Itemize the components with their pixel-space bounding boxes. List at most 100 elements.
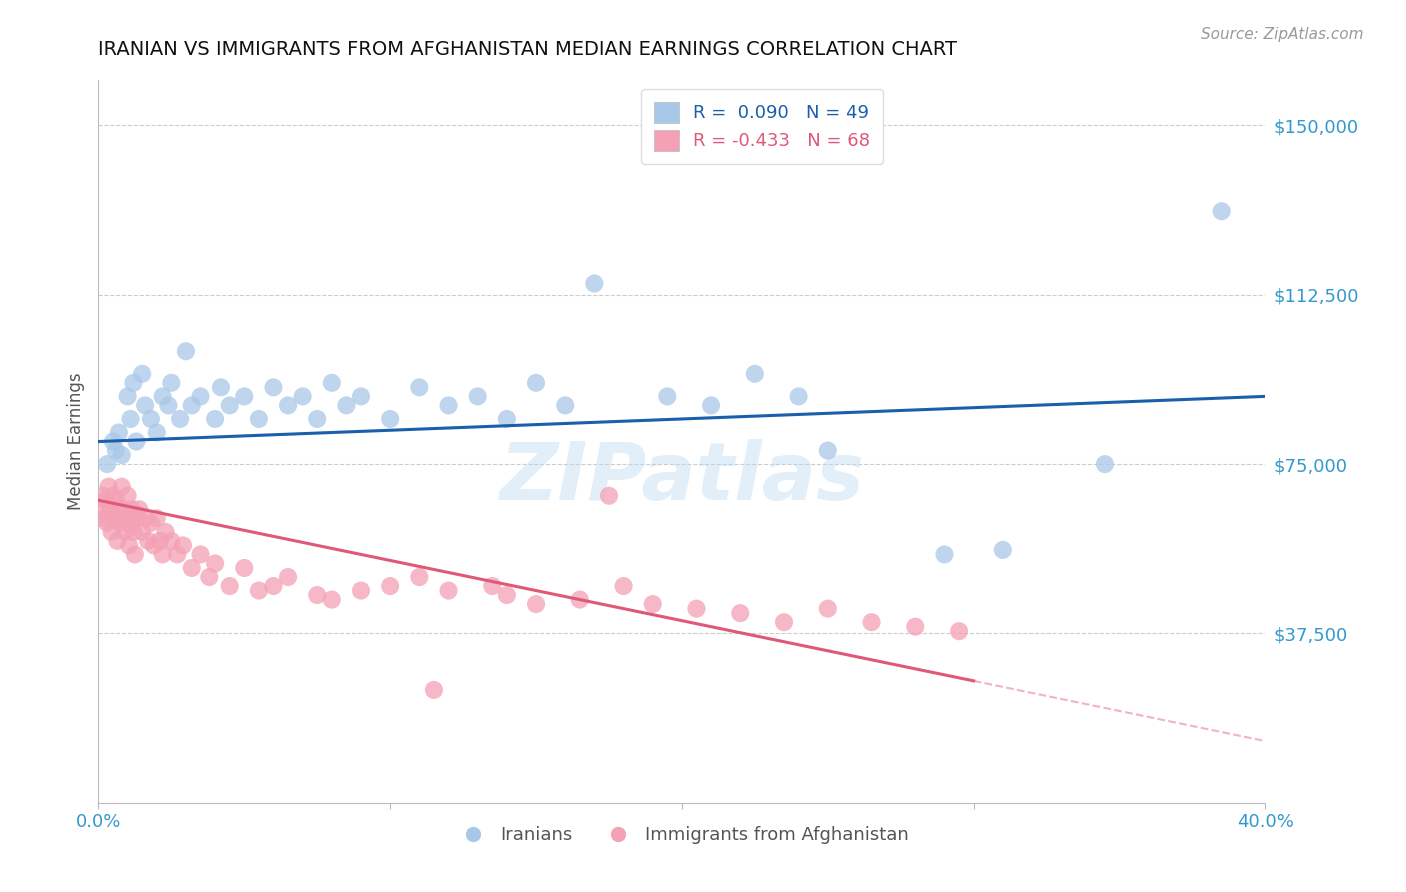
Point (613, 579, 636, 593)
Point (198, 570, 221, 584)
Point (263, 380, 285, 394)
Point (125, 511, 148, 525)
Point (120, 412, 142, 426)
Point (787, 389, 810, 403)
Point (263, 579, 285, 593)
Point (218, 398, 240, 412)
Point (139, 412, 162, 426)
Point (948, 624, 970, 639)
Point (112, 502, 135, 516)
Point (114, 524, 136, 539)
Point (350, 389, 373, 403)
Point (744, 367, 766, 381)
Point (307, 588, 329, 602)
Point (773, 615, 796, 630)
Point (155, 524, 177, 539)
Point (277, 570, 299, 584)
Point (307, 412, 329, 426)
Point (180, 398, 202, 412)
Point (122, 524, 145, 539)
Point (481, 579, 503, 593)
Point (174, 344, 197, 359)
Point (115, 511, 138, 525)
Point (93, 511, 115, 525)
Point (277, 398, 299, 412)
Point (169, 412, 191, 426)
Point (96, 516, 118, 530)
Point (160, 376, 183, 390)
Point (134, 398, 156, 412)
Point (98, 502, 121, 516)
Point (817, 601, 839, 615)
Point (730, 606, 752, 620)
Point (700, 398, 723, 412)
Point (152, 389, 174, 403)
Point (166, 548, 188, 562)
Point (685, 601, 707, 615)
Point (218, 579, 240, 593)
Y-axis label: Median Earnings: Median Earnings (66, 373, 84, 510)
Point (190, 548, 212, 562)
Point (204, 557, 226, 571)
Point (134, 511, 156, 525)
Point (121, 502, 143, 516)
Point (568, 592, 591, 607)
Point (233, 389, 256, 403)
Point (408, 380, 430, 394)
Point (118, 538, 141, 552)
Point (321, 592, 343, 607)
Point (180, 561, 202, 575)
Point (408, 570, 430, 584)
Point (817, 443, 839, 458)
Point (160, 533, 183, 548)
Point (437, 398, 460, 412)
Point (111, 448, 134, 462)
Point (111, 480, 134, 494)
Point (157, 398, 180, 412)
Point (103, 511, 125, 525)
Point (146, 511, 169, 525)
Point (108, 425, 131, 440)
Point (90, 502, 112, 516)
Point (94, 493, 117, 508)
Point (350, 583, 373, 598)
Point (117, 489, 139, 503)
Point (423, 682, 446, 697)
Point (437, 583, 460, 598)
Point (380, 579, 402, 593)
Point (247, 412, 270, 426)
Point (641, 597, 664, 611)
Point (110, 516, 132, 530)
Point (496, 412, 519, 426)
Point (209, 380, 232, 394)
Point (142, 538, 165, 552)
Point (96, 457, 118, 471)
Point (125, 434, 148, 449)
Point (291, 389, 314, 403)
Text: ZIPatlas: ZIPatlas (499, 439, 865, 516)
Point (524, 597, 547, 611)
Point (124, 548, 146, 562)
Text: Source: ZipAtlas.com: Source: ZipAtlas.com (1201, 27, 1364, 42)
Point (104, 493, 127, 508)
Point (152, 548, 174, 562)
Point (335, 398, 357, 412)
Point (131, 367, 153, 381)
Point (554, 398, 576, 412)
Point (598, 489, 620, 503)
Point (657, 389, 679, 403)
Text: IRANIAN VS IMMIGRANTS FROM AFGHANISTAN MEDIAN EARNINGS CORRELATION CHART: IRANIAN VS IMMIGRANTS FROM AFGHANISTAN M… (98, 40, 957, 59)
Point (467, 389, 489, 403)
Point (97, 480, 120, 494)
Point (904, 620, 927, 634)
Point (101, 434, 124, 449)
Point (101, 489, 124, 503)
Point (105, 533, 128, 548)
Point (108, 502, 131, 516)
Point (91, 489, 114, 503)
Point (247, 583, 270, 598)
Point (1211, 204, 1233, 219)
Point (860, 615, 883, 630)
Point (139, 516, 162, 530)
Point (136, 533, 159, 548)
